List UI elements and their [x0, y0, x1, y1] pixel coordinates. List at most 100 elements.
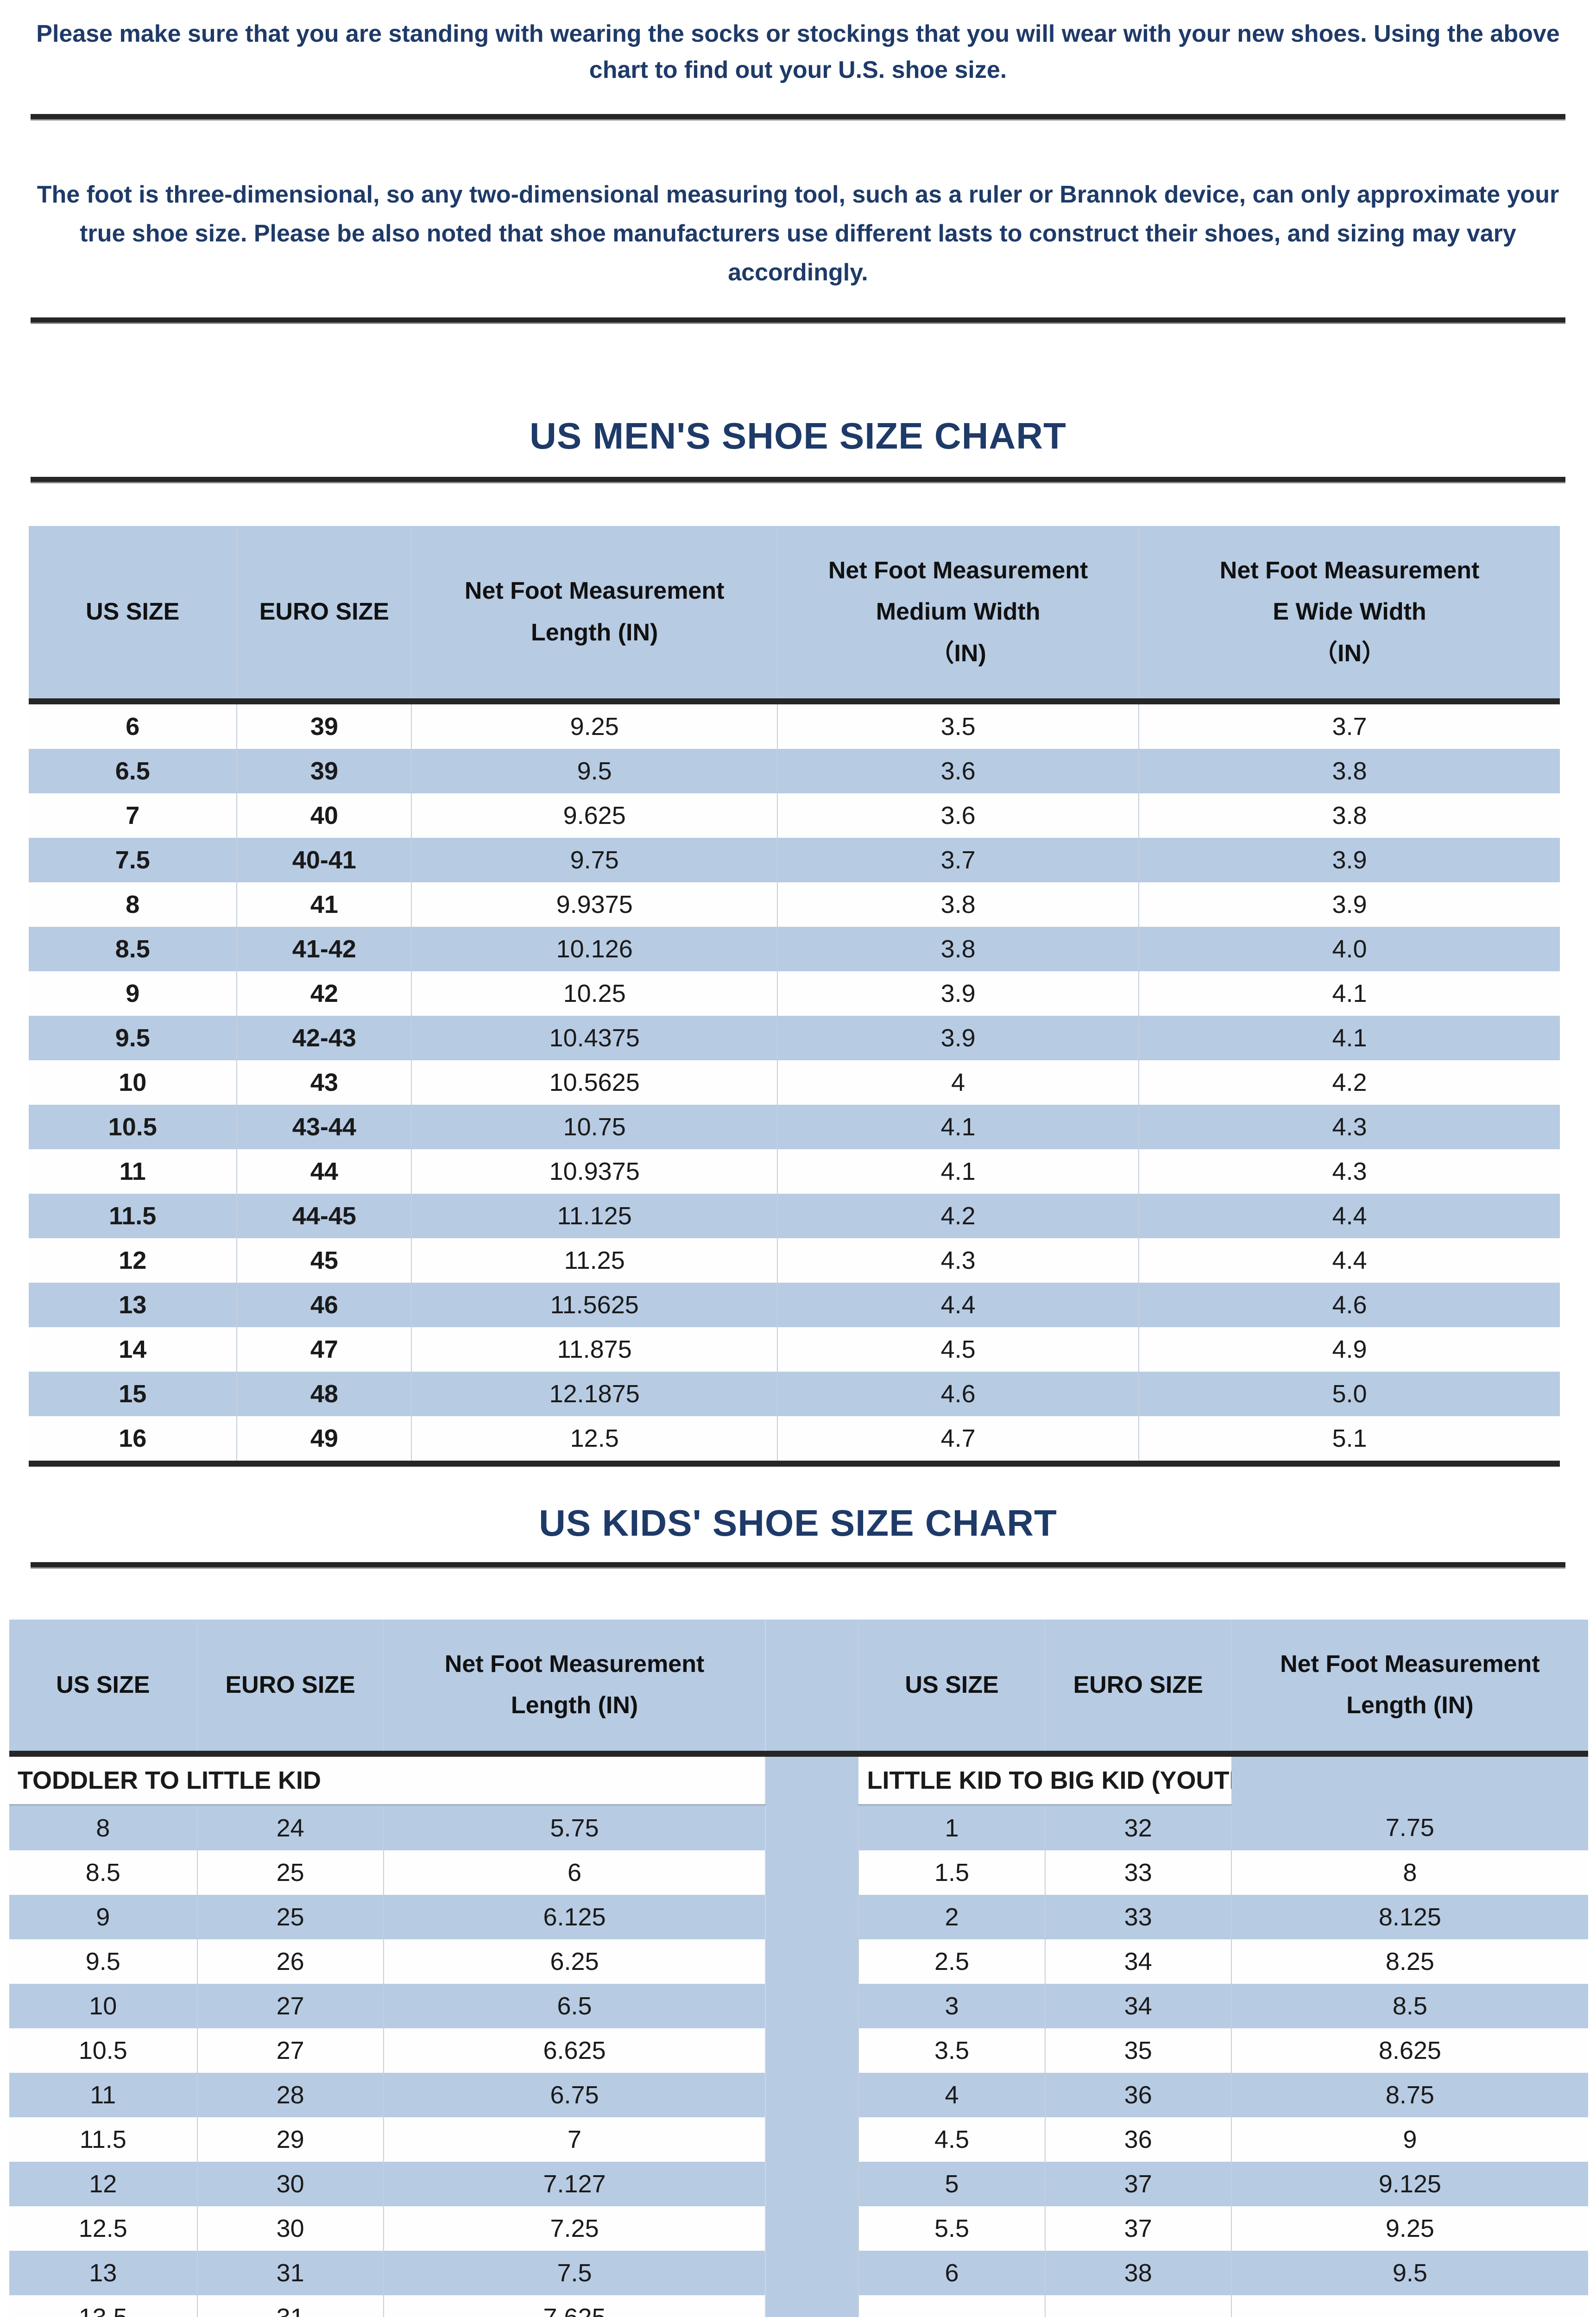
euro-size-cell: 41	[236, 882, 412, 927]
medium-width-cell: 4.4	[777, 1283, 1139, 1328]
kids-table-row: 8.5 25 6 1.5 33 8	[9, 1850, 1588, 1895]
kids-gap-cell	[765, 1754, 859, 1805]
medium-width-cell: 4.1	[777, 1105, 1139, 1150]
us-size-cell: 8.5	[29, 927, 237, 972]
euro-size-cell: 42-43	[236, 1016, 412, 1061]
left-length-cell: 5.75	[383, 1804, 766, 1850]
us-size-cell: 11	[29, 1149, 237, 1194]
medium-width-cell: 3.8	[777, 927, 1139, 972]
mens-table-row: 10 43 10.5625 4 4.2	[29, 1060, 1560, 1105]
right-euro-size-cell: 37	[1044, 2206, 1231, 2251]
mens-col-e-wide-width: Net Foot Measurement E Wide Width （IN）	[1138, 525, 1560, 705]
length-cell: 12.1875	[411, 1372, 778, 1417]
left-us-size-cell: 13	[9, 2250, 197, 2295]
left-euro-size-cell: 29	[196, 2117, 384, 2162]
right-length-cell: 9.125	[1230, 2161, 1588, 2206]
euro-size-cell: 46	[236, 1283, 412, 1328]
medium-width-cell: 3.7	[777, 838, 1139, 883]
right-euro-size-cell: 32	[1044, 1804, 1231, 1850]
mens-chart-title: US MEN'S SHOE SIZE CHART	[530, 415, 1066, 456]
e-wide-width-cell: 4.3	[1138, 1149, 1560, 1194]
left-euro-size-cell: 24	[196, 1804, 384, 1850]
euro-size-cell: 49	[236, 1416, 412, 1467]
left-us-size-cell: 8.5	[9, 1850, 197, 1895]
euro-size-cell: 43-44	[236, 1105, 412, 1150]
kids-table-row: 12.5 30 7.25 5.5 37 9.25	[9, 2206, 1588, 2251]
gap-cell	[765, 1939, 859, 1984]
us-size-cell: 7.5	[29, 838, 237, 883]
left-us-size-cell: 8	[9, 1804, 197, 1850]
left-length-cell: 6.125	[383, 1894, 766, 1939]
us-size-cell: 9.5	[29, 1016, 237, 1061]
gap-cell	[765, 2028, 859, 2073]
length-cell: 12.5	[411, 1416, 778, 1467]
right-length-cell: 8.625	[1230, 2028, 1588, 2073]
kids-chart-title: US KIDS' SHOE SIZE CHART	[539, 1502, 1057, 1544]
medium-width-cell: 4.5	[777, 1327, 1139, 1372]
mens-header-row: US SIZE EURO SIZE Net Foot Measurement L…	[29, 525, 1560, 705]
mens-table-row: 10.5 43-44 10.75 4.1 4.3	[29, 1105, 1560, 1150]
left-length-cell: 6.625	[383, 2028, 766, 2073]
us-size-cell: 10	[29, 1060, 237, 1105]
us-size-cell: 15	[29, 1372, 237, 1417]
kids-table-row: 11.5 29 7 4.5 36 9	[9, 2117, 1588, 2162]
us-size-cell: 9	[29, 971, 237, 1016]
e-wide-width-cell: 3.9	[1138, 838, 1560, 883]
left-us-size-cell: 10.5	[9, 2028, 197, 2073]
mens-col-euro-size: EURO SIZE	[236, 525, 412, 705]
right-length-cell: 8.5	[1230, 1983, 1588, 2028]
right-length-cell: 8.25	[1230, 1939, 1588, 1984]
left-length-cell: 7.25	[383, 2206, 766, 2251]
mens-table-row: 6 39 9.25 3.5 3.7	[29, 701, 1560, 749]
kids-group-row: TODDLER TO LITTLE KID LITTLE KID TO BIG …	[9, 1754, 1588, 1806]
right-euro-size-cell: 34	[1044, 1983, 1231, 2028]
left-us-size-cell: 13.5	[9, 2295, 197, 2317]
euro-size-cell: 40-41	[236, 838, 412, 883]
right-us-size-cell: 5.5	[858, 2206, 1045, 2251]
left-length-cell: 7.127	[383, 2161, 766, 2206]
right-us-size-cell: 2	[858, 1894, 1045, 1939]
euro-size-cell: 47	[236, 1327, 412, 1372]
e-wide-width-cell: 3.8	[1138, 749, 1560, 794]
mens-table-row: 15 48 12.1875 4.6 5.0	[29, 1372, 1560, 1417]
kids-left-col-us-size: US SIZE	[9, 1620, 197, 1757]
kids-size-table: US SIZE EURO SIZE Net Foot Measurement L…	[9, 1620, 1588, 2317]
kids-table-row: 9 25 6.125 2 33 8.125	[9, 1894, 1588, 1939]
kids-right-col-euro-size: EURO SIZE	[1044, 1620, 1231, 1757]
left-us-size-cell: 10	[9, 1983, 197, 2028]
gap-cell	[765, 2161, 859, 2206]
length-cell: 11.25	[411, 1238, 778, 1283]
gap-cell	[765, 2295, 859, 2317]
euro-size-cell: 48	[236, 1372, 412, 1417]
medium-width-cell: 4.6	[777, 1372, 1139, 1417]
right-euro-size-cell: 33	[1044, 1850, 1231, 1895]
kids-header-row: US SIZE EURO SIZE Net Foot Measurement L…	[9, 1620, 1588, 1757]
mens-table-row: 7.5 40-41 9.75 3.7 3.9	[29, 838, 1560, 883]
kids-table-header: US SIZE EURO SIZE Net Foot Measurement L…	[9, 1620, 1588, 1806]
gap-cell	[765, 1894, 859, 1939]
medium-width-cell: 4	[777, 1060, 1139, 1105]
length-cell: 10.9375	[411, 1149, 778, 1194]
length-cell: 9.5	[411, 749, 778, 794]
euro-size-cell: 39	[236, 749, 412, 794]
medium-width-cell: 4.3	[777, 1238, 1139, 1283]
left-length-cell: 6.5	[383, 1983, 766, 2028]
length-cell: 11.125	[411, 1194, 778, 1239]
right-euro-size-cell: 38	[1044, 2250, 1231, 2295]
kids-table-row: 13 31 7.5 6 38 9.5	[9, 2250, 1588, 2295]
length-cell: 9.25	[411, 701, 778, 749]
right-euro-size-cell: 36	[1044, 2072, 1231, 2117]
e-wide-width-cell: 3.8	[1138, 793, 1560, 838]
left-euro-size-cell: 30	[196, 2206, 384, 2251]
left-euro-size-cell: 27	[196, 1983, 384, 2028]
divider-1	[31, 114, 1565, 120]
mens-table-row: 13 46 11.5625 4.4 4.6	[29, 1283, 1560, 1328]
euro-size-cell: 44-45	[236, 1194, 412, 1239]
right-euro-size-cell	[1044, 2295, 1231, 2317]
mens-table-row: 8.5 41-42 10.126 3.8 4.0	[29, 927, 1560, 972]
length-cell: 9.9375	[411, 882, 778, 927]
right-length-cell: 9.25	[1230, 2206, 1588, 2251]
e-wide-width-cell: 4.0	[1138, 927, 1560, 972]
mens-table-row: 11.5 44-45 11.125 4.2 4.4	[29, 1194, 1560, 1239]
